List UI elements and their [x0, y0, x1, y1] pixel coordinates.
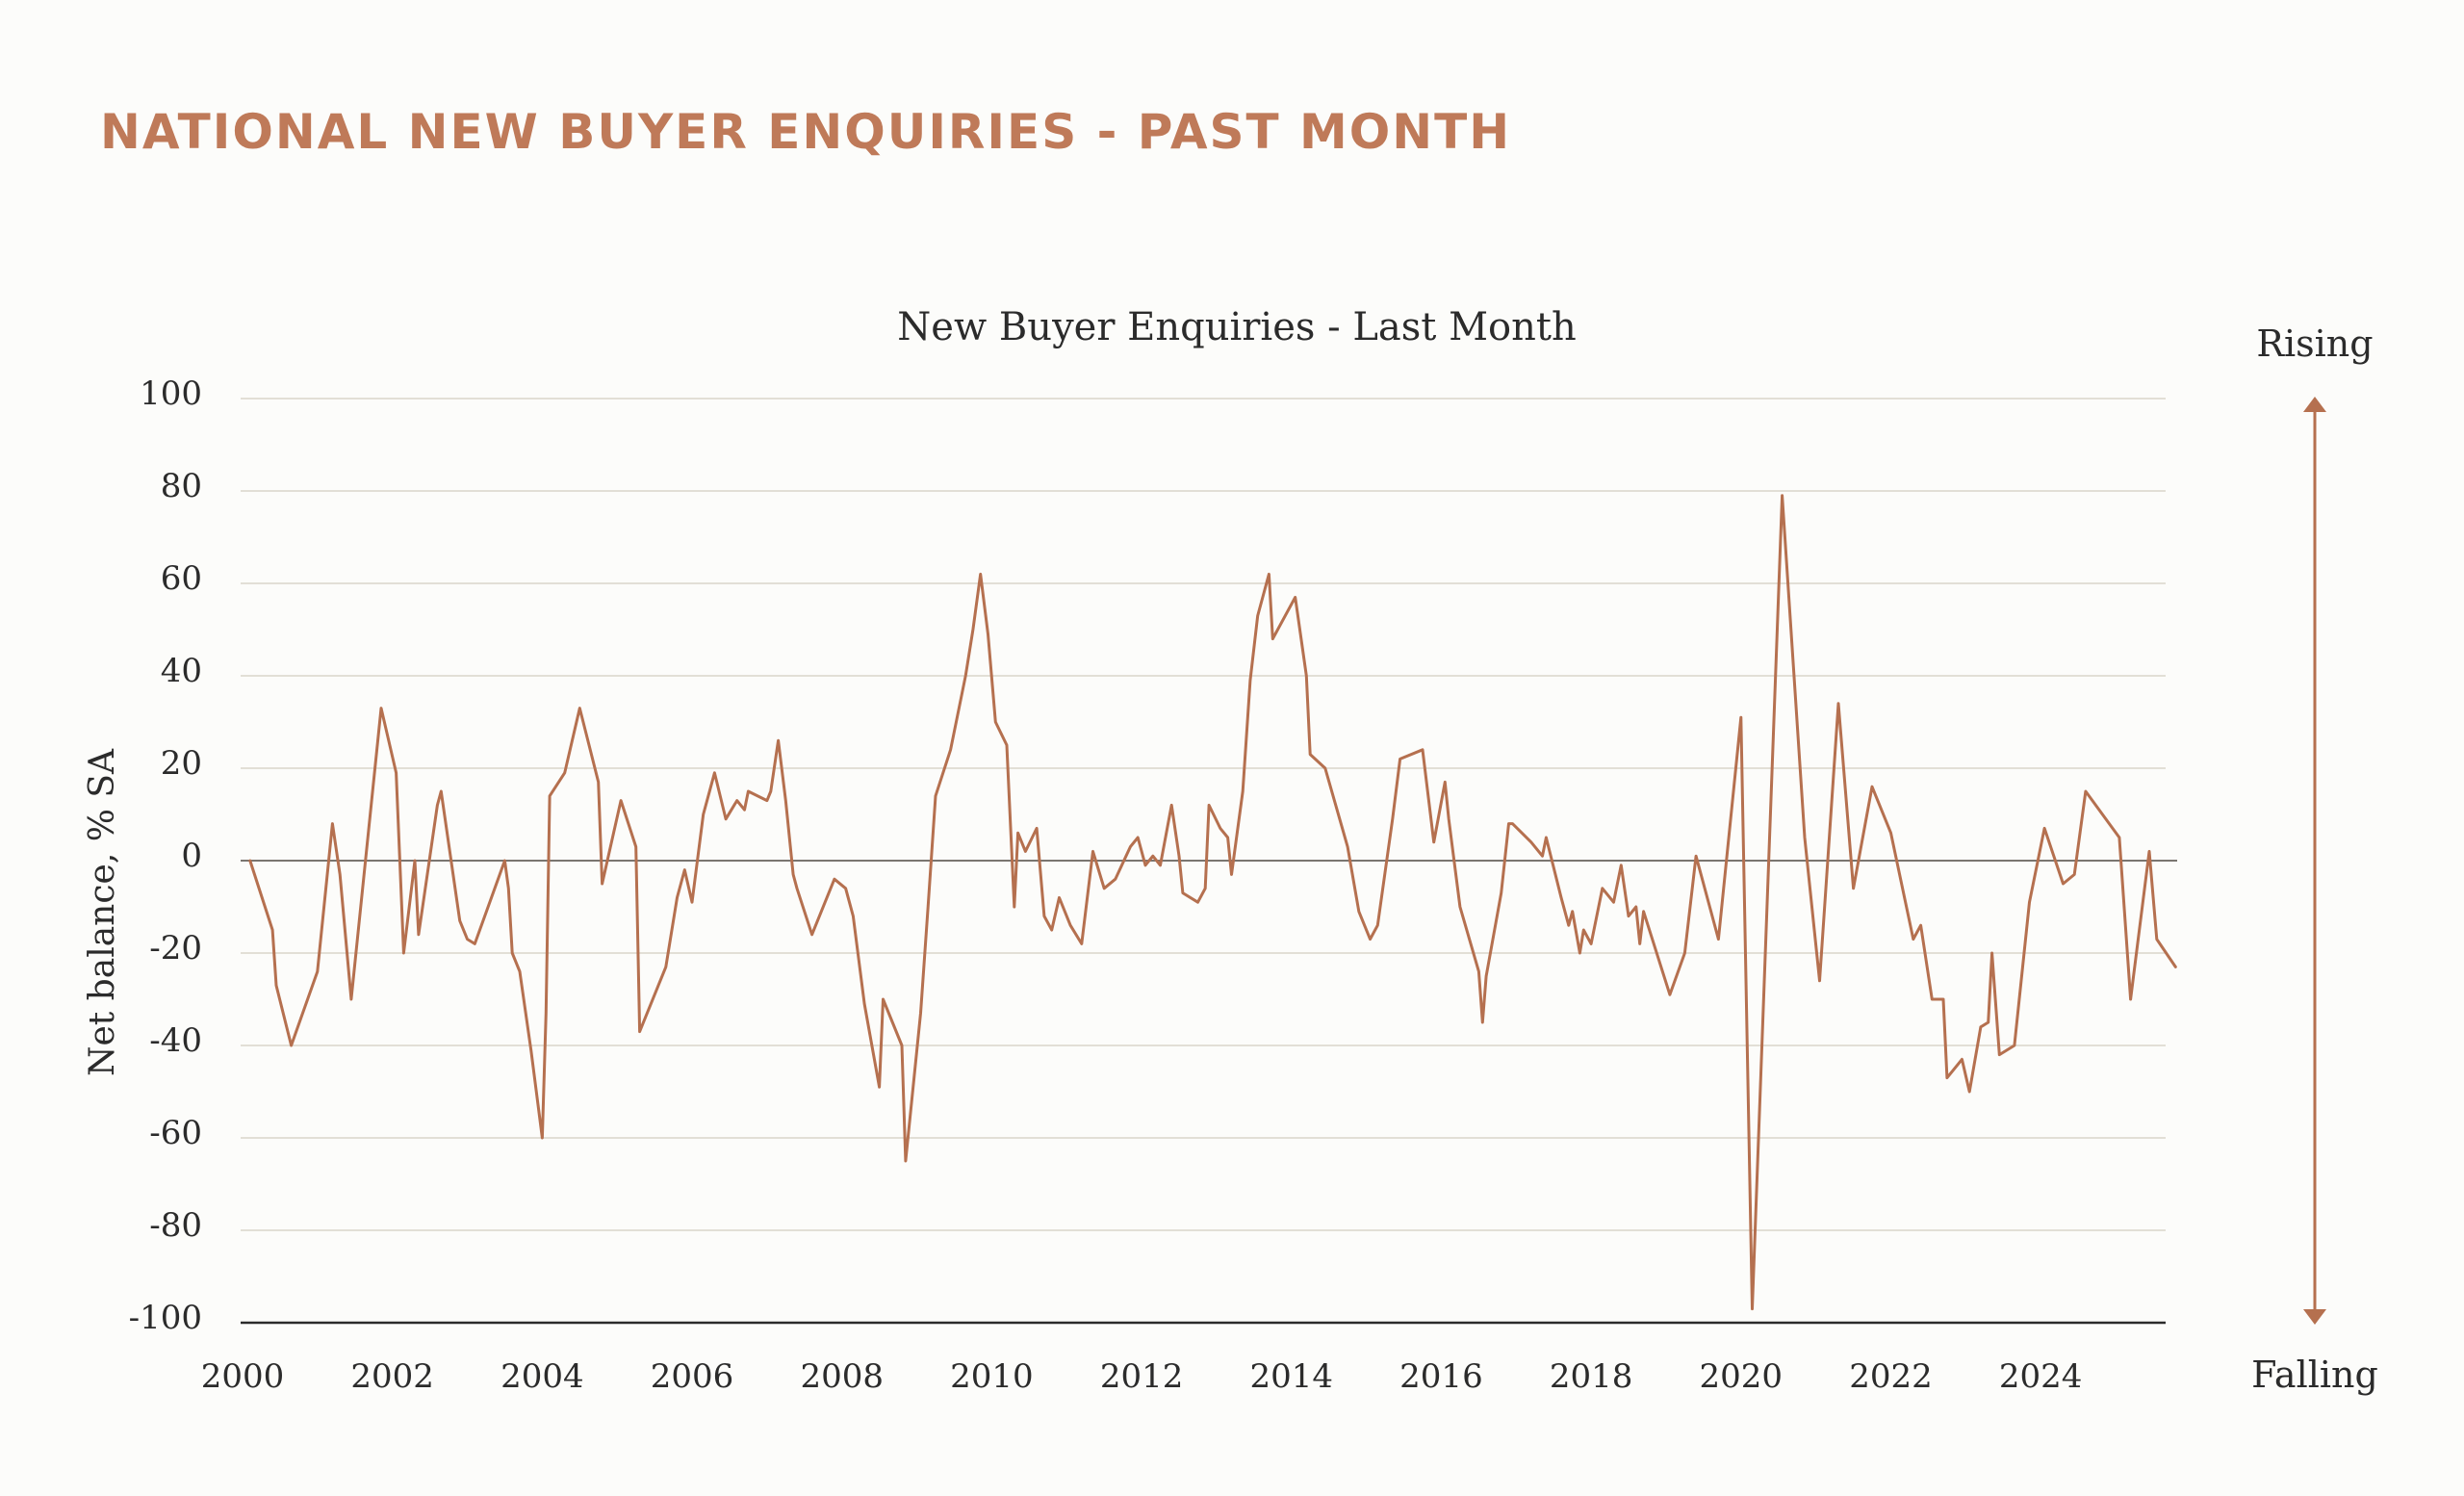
- y-tick-label: -80: [149, 1206, 202, 1245]
- gridlines: [241, 398, 2166, 1231]
- x-tick-label: 2002: [350, 1357, 434, 1396]
- x-tick-label: 2024: [1999, 1357, 2083, 1396]
- y-tick-label: 0: [181, 837, 202, 875]
- y-tick-label: 20: [161, 744, 202, 783]
- x-tick-label: 2014: [1249, 1357, 1333, 1396]
- y-tick-label: -20: [149, 929, 202, 967]
- y-tick-label: 40: [161, 652, 202, 690]
- rising-label: Rising: [2256, 322, 2373, 365]
- x-tick-label: 2022: [1849, 1357, 1933, 1396]
- x-tick-label: 2018: [1550, 1357, 1633, 1396]
- x-tick-label: 2010: [950, 1357, 1034, 1396]
- double-arrow-icon: [2303, 397, 2326, 1325]
- y-axis-ticks: 100 80 60 40 20 0 -20 -40 -60 -80 -100: [129, 374, 202, 1337]
- x-tick-label: 2000: [201, 1357, 285, 1396]
- y-tick-label: -40: [149, 1021, 202, 1060]
- x-tick-label: 2016: [1399, 1357, 1483, 1396]
- x-tick-label: 2008: [800, 1357, 884, 1396]
- y-tick-label: 60: [161, 559, 202, 598]
- x-tick-label: 2012: [1100, 1357, 1184, 1396]
- x-tick-label: 2004: [500, 1357, 584, 1396]
- series-group: [248, 494, 2177, 1311]
- x-tick-label: 2006: [651, 1357, 734, 1396]
- falling-label: Falling: [2251, 1354, 2378, 1396]
- y-tick-label: -60: [149, 1114, 202, 1152]
- y-tick-label: 80: [161, 467, 202, 505]
- page-heading: NATIONAL NEW BUYER ENQUIRIES - PAST MONT…: [100, 104, 1512, 160]
- chart-title: New Buyer Enquiries - Last Month: [897, 305, 1576, 349]
- series-line: [248, 494, 2177, 1311]
- y-axis-label: Net balance, % SA: [83, 748, 122, 1076]
- y-tick-label: 100: [140, 374, 202, 413]
- x-axis-ticks: 2000 2002 2004 2006 2008 2010 2012 2014 2016 2018…: [201, 1357, 2083, 1396]
- x-tick-label: 2020: [1700, 1357, 1784, 1396]
- direction-indicator: Rising Falling: [2251, 322, 2378, 1396]
- y-tick-label: -100: [129, 1299, 202, 1337]
